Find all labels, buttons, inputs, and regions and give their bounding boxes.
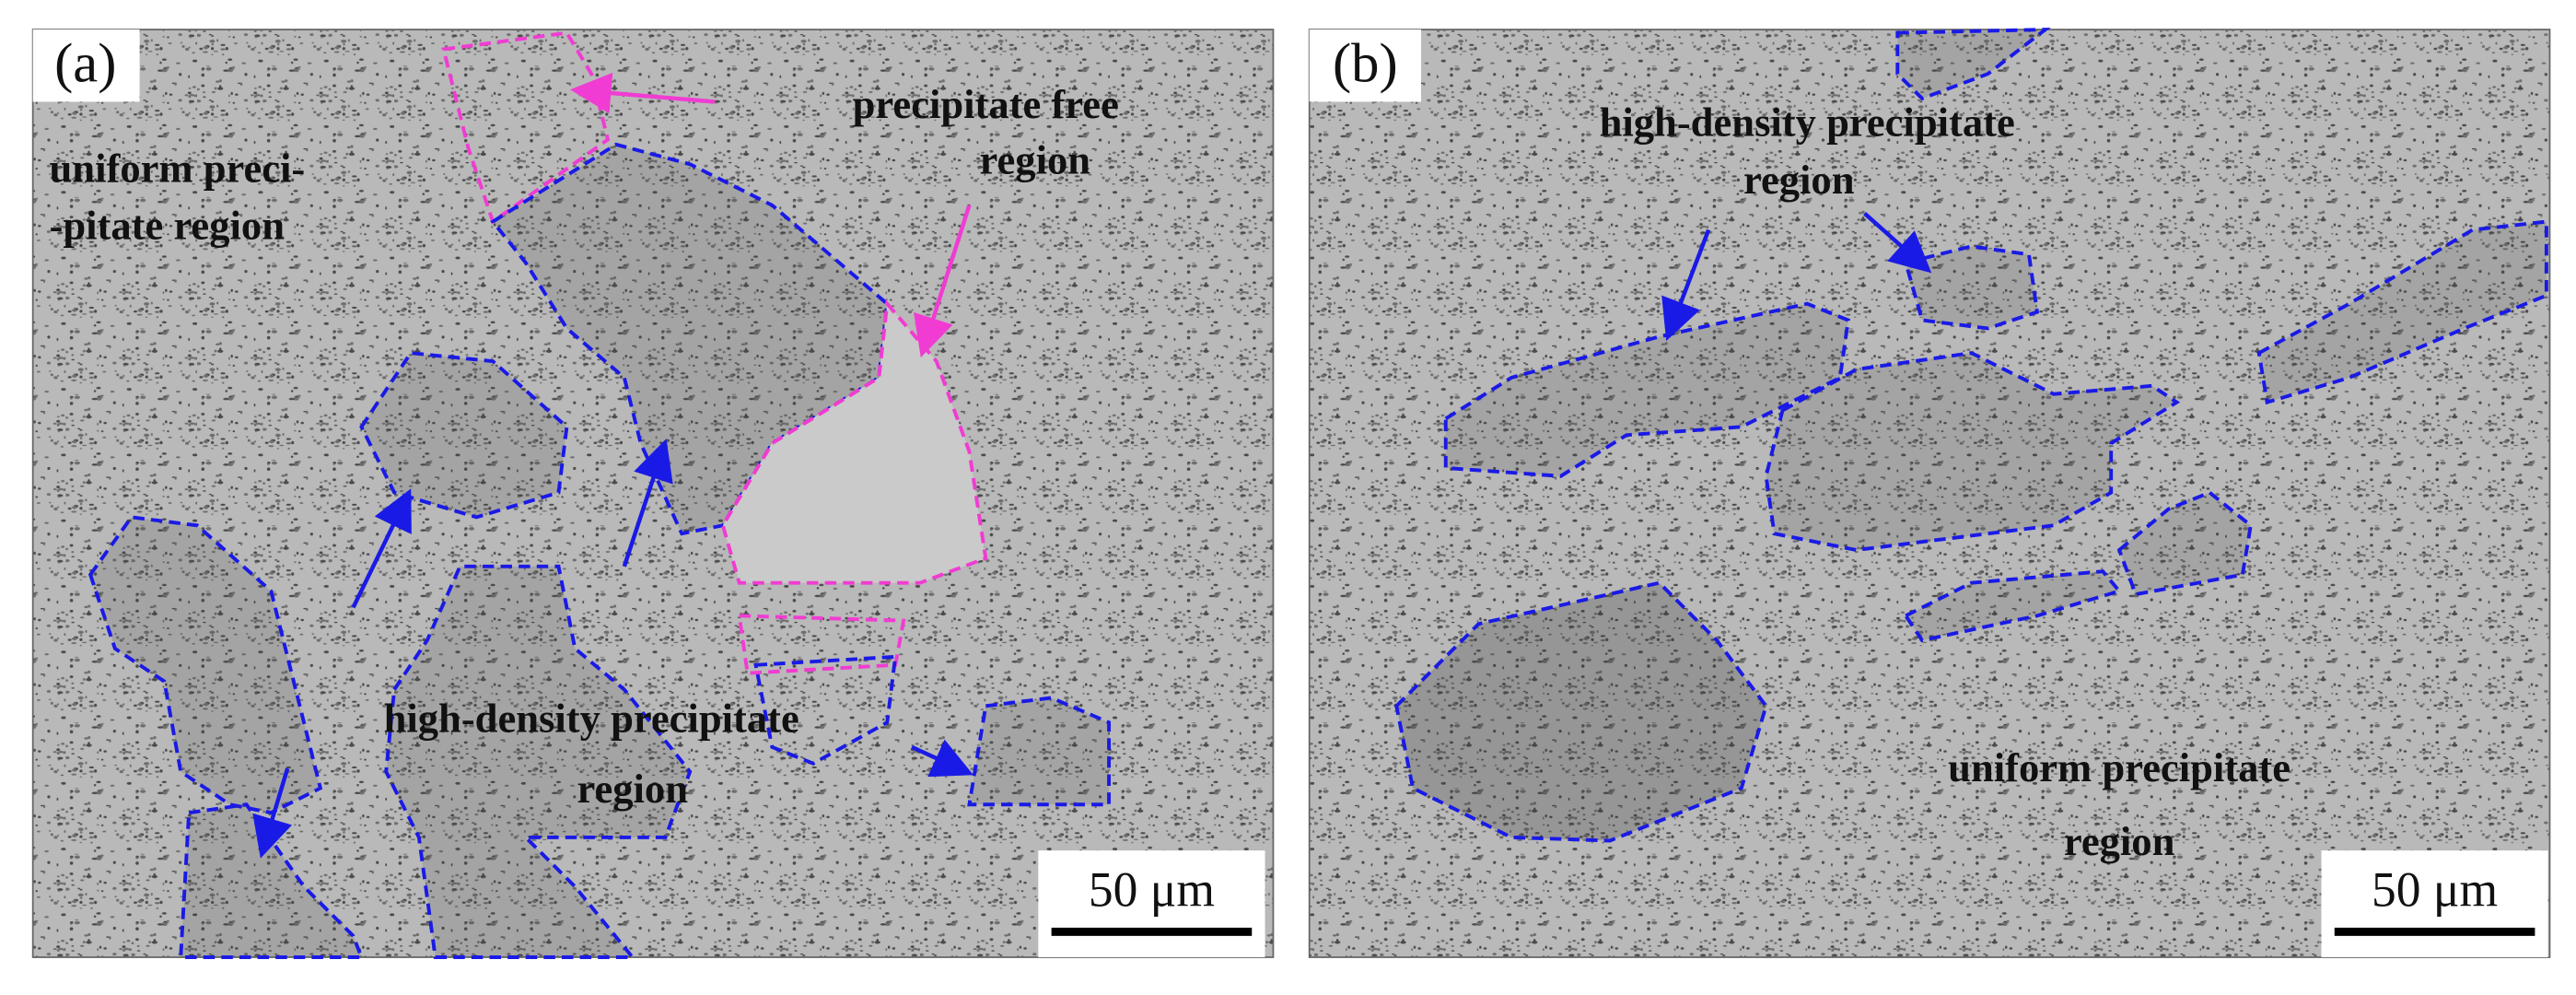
annotation: region	[1743, 157, 1855, 203]
annotation: uniform precipitate	[1948, 744, 2290, 790]
scale-bar	[1051, 927, 1253, 936]
micrograph-a	[31, 29, 1275, 958]
region-outline	[384, 564, 693, 959]
region-outline	[1903, 244, 2040, 331]
scale-label: 50 μm	[1089, 862, 1215, 918]
annotation: region	[577, 766, 688, 812]
annotation: precipitate free	[853, 81, 1119, 127]
region-outline	[1895, 27, 2051, 101]
arrow	[252, 767, 293, 859]
region-outline	[441, 30, 611, 225]
label-box	[32, 29, 140, 102]
arrow	[351, 488, 412, 609]
arrow	[570, 72, 716, 114]
annotation: region	[2064, 818, 2175, 864]
label-box	[1309, 29, 1421, 102]
scale-bar	[2334, 927, 2535, 936]
region-outline	[2116, 490, 2253, 597]
scale-box	[1038, 850, 1265, 958]
annotation: uniform preci-	[50, 145, 306, 191]
micrograph-b	[1308, 29, 2551, 958]
region-outline	[1394, 580, 1768, 843]
region-outline	[1903, 569, 2123, 643]
region-outline	[179, 802, 365, 959]
scale-label: 50 μm	[2372, 862, 2498, 918]
scale-box	[2321, 850, 2548, 958]
arrow	[914, 205, 972, 358]
region-outline	[1443, 301, 1850, 478]
annotation: region	[980, 136, 1091, 182]
annotation: high-density precipitate	[1600, 99, 2015, 145]
arrow	[1661, 228, 1711, 342]
region-outline	[967, 696, 1112, 807]
arrow	[911, 739, 973, 778]
annotation: -pitate region	[50, 203, 286, 249]
region-outline	[753, 654, 898, 766]
regions-a	[87, 30, 1112, 959]
panel-label: (b)	[1333, 33, 1398, 95]
annotation: high-density precipitate	[384, 695, 799, 741]
arrow	[622, 439, 673, 568]
arrow	[1863, 212, 1932, 274]
regions-b	[1394, 27, 2548, 843]
region-outline	[720, 298, 988, 585]
region-outline	[1764, 351, 2181, 553]
panel-label: (a)	[54, 33, 116, 95]
region-outline	[87, 515, 323, 815]
region-outline	[2256, 219, 2548, 405]
